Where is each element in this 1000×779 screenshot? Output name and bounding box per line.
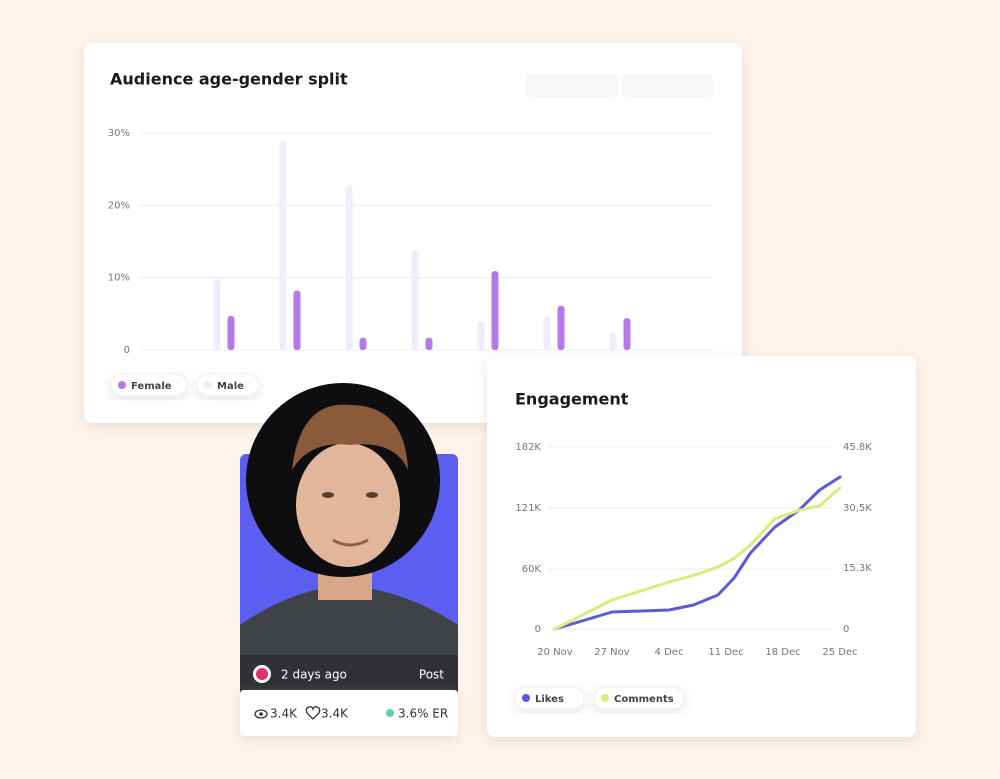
y2-tick-label: 15.3K — [843, 563, 872, 574]
y-tick-label: 10% — [108, 273, 130, 284]
x-tick-label: 18 Dec — [765, 647, 800, 658]
likes: 3.4K — [321, 707, 349, 721]
legend-pill — [514, 686, 585, 710]
chart-title: Engagement — [515, 390, 629, 409]
y-tick-label: 0 — [535, 624, 541, 635]
stats-bar — [240, 690, 458, 736]
line — [553, 486, 842, 631]
legend-label: Likes — [535, 694, 564, 705]
legend-label: Female — [131, 381, 172, 392]
x-tick-label: 4 Dec — [655, 647, 684, 658]
card — [84, 43, 742, 423]
legend-dot — [204, 381, 212, 389]
x-tick-label: 11 Dec — [708, 647, 743, 658]
bar — [609, 332, 617, 350]
legend-label: Male — [217, 381, 244, 392]
hair — [292, 404, 408, 470]
bar — [477, 321, 485, 350]
post-time: 2 days ago — [281, 668, 347, 682]
post-kind: Post — [419, 668, 444, 682]
y2-tick-label: 30,5K — [843, 503, 872, 514]
bar — [293, 290, 301, 350]
y-tick-label: 60K — [522, 564, 542, 575]
chart-title: Audience age-gender split — [110, 70, 348, 89]
bar — [557, 305, 565, 350]
y-tick-label: 20% — [108, 200, 130, 211]
bar — [213, 279, 221, 350]
y-tick-label: 30% — [108, 128, 130, 139]
bar — [543, 316, 551, 350]
x-tick-label: 25 Dec — [822, 647, 857, 658]
y-tick-label: 121K — [515, 503, 541, 514]
legend-pill — [196, 373, 260, 397]
line — [553, 475, 842, 631]
x-tick-label: 27 Nov — [594, 647, 630, 658]
bar — [279, 140, 287, 350]
legend-dot — [601, 694, 609, 702]
y2-tick-label: 45.8K — [843, 442, 872, 453]
face — [296, 443, 400, 567]
legend-dot — [118, 381, 126, 389]
legend-pill — [593, 686, 685, 710]
card — [487, 356, 916, 737]
legend-pill — [110, 373, 188, 397]
bar — [359, 337, 367, 350]
bar — [345, 185, 353, 350]
bar — [491, 271, 499, 350]
views: 3.4K — [270, 707, 298, 721]
legend-dot — [522, 694, 530, 702]
y2-tick-label: 0 — [843, 624, 849, 635]
y-tick-label: 182K — [515, 442, 541, 453]
placeholder — [621, 74, 713, 97]
bar — [623, 318, 631, 350]
bar — [411, 250, 419, 350]
x-tick-label: 20 Nov — [537, 647, 573, 658]
bar — [425, 337, 433, 350]
placeholder — [526, 74, 618, 97]
bar — [227, 316, 235, 350]
legend-label: Comments — [614, 694, 674, 705]
y-tick-label: 0 — [124, 345, 130, 356]
engagement-rate: 3.6% ER — [398, 707, 448, 721]
